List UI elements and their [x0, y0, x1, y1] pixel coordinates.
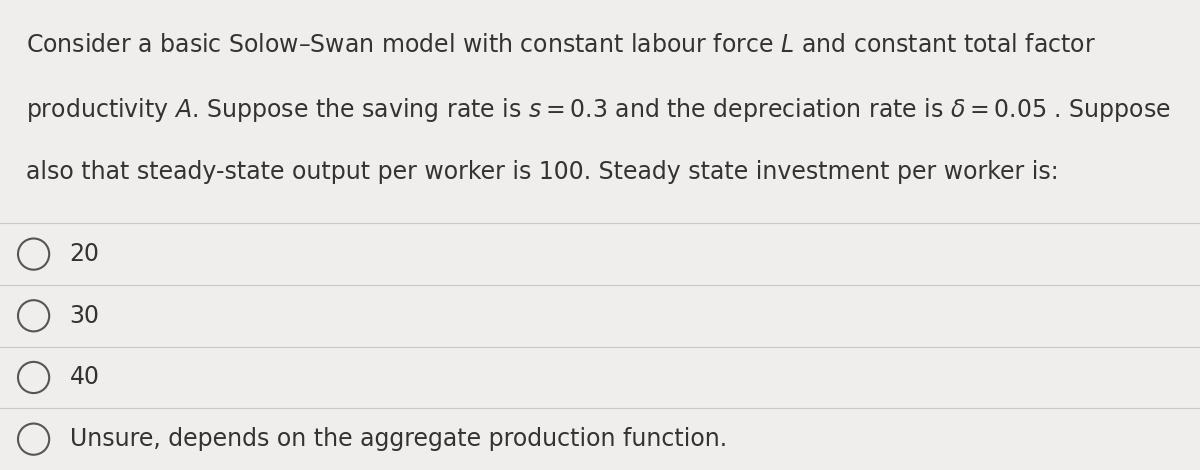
Text: productivity $A$. Suppose the saving rate is $s = 0.3$ and the depreciation rate: productivity $A$. Suppose the saving rat… — [26, 96, 1171, 125]
Text: 30: 30 — [70, 304, 100, 328]
Text: Unsure, depends on the aggregate production function.: Unsure, depends on the aggregate product… — [70, 427, 727, 451]
Text: Consider a basic Solow–Swan model with constant labour force $L$ and constant to: Consider a basic Solow–Swan model with c… — [26, 33, 1097, 57]
Text: also that steady-state output per worker is 100. Steady state investment per wor: also that steady-state output per worker… — [26, 160, 1060, 184]
Text: 20: 20 — [70, 242, 100, 266]
Text: 40: 40 — [70, 366, 100, 390]
